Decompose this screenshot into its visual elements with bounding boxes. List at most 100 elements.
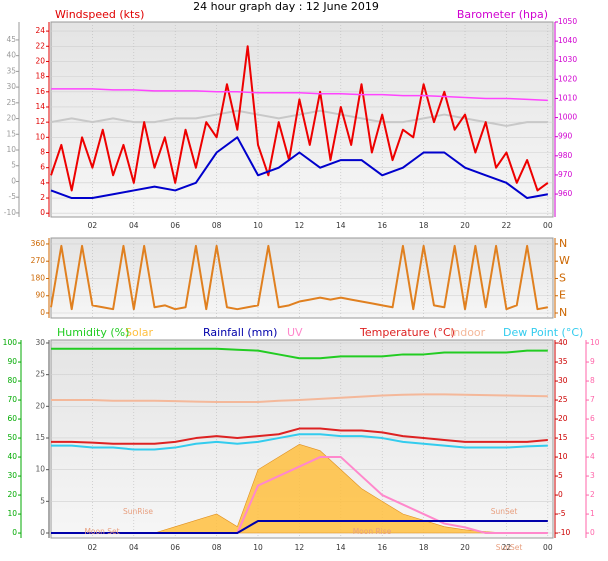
legend-label: Humidity (%) bbox=[57, 326, 129, 339]
y-tick-label: 16 bbox=[35, 87, 45, 96]
legend-label: Solar bbox=[125, 326, 154, 339]
x-tick-label: 16 bbox=[377, 543, 387, 552]
y-tick-label: 5 bbox=[40, 496, 45, 505]
y-tick-label: 70 bbox=[7, 395, 17, 404]
annotation: SunRise bbox=[123, 507, 153, 516]
legend-label: Temperature (°C) bbox=[359, 326, 455, 339]
y-tick-label: 1020 bbox=[558, 74, 577, 83]
x-tick-label: 06 bbox=[170, 543, 180, 552]
y-tick-label: 180 bbox=[31, 273, 46, 282]
x-tick-label: 22 bbox=[502, 221, 512, 230]
y-tick-label: 15 bbox=[558, 433, 568, 442]
y-tick-label: 18 bbox=[35, 72, 45, 81]
x-tick-label: 10 bbox=[253, 543, 263, 552]
x-tick-label: 20 bbox=[460, 221, 470, 230]
y-tick-label: 30 bbox=[6, 82, 16, 91]
annotation: SunSet bbox=[496, 543, 523, 552]
y-tick-label: -5 bbox=[558, 509, 566, 518]
legend-label: UV bbox=[287, 326, 303, 339]
chart-title: 24 hour graph day : 12 June 2019 bbox=[193, 0, 379, 13]
y-tick-label: 35 bbox=[558, 357, 568, 366]
y-tick-label: 7 bbox=[590, 395, 595, 404]
line bbox=[50, 136, 549, 200]
x-tick-label: 04 bbox=[129, 543, 139, 552]
y-tick-label: 0 bbox=[40, 528, 45, 537]
y-tick-label: 20 bbox=[558, 414, 568, 423]
y-tick-label: 20 bbox=[6, 114, 16, 123]
x-tick-label: 14 bbox=[336, 543, 346, 552]
y-tick-label: 6 bbox=[40, 163, 45, 172]
x-tick-label: 10 bbox=[253, 221, 263, 230]
y-tick-label: 1 bbox=[590, 509, 595, 518]
y-tick-label: 35 bbox=[6, 66, 16, 75]
y-tick-label: 1010 bbox=[558, 93, 577, 102]
line bbox=[51, 88, 548, 102]
y-tick-label: S bbox=[559, 271, 566, 284]
y-tick-label: 1000 bbox=[558, 113, 577, 122]
line bbox=[51, 519, 548, 534]
x-tick-label: 20 bbox=[460, 543, 470, 552]
plot-area bbox=[50, 237, 554, 319]
y-tick-label: W bbox=[559, 254, 570, 267]
y-tick-label: 1030 bbox=[558, 55, 577, 64]
y-tick-label: 30 bbox=[7, 471, 17, 480]
y-tick-label: 10 bbox=[590, 338, 600, 347]
y-tick-label: 10 bbox=[35, 132, 45, 141]
y-tick-label: 80 bbox=[7, 376, 17, 385]
y-tick-label: 2 bbox=[40, 193, 45, 202]
y-tick-label: 10 bbox=[558, 452, 568, 461]
annotation: Moon Rise bbox=[353, 527, 392, 536]
y-tick-label: N bbox=[559, 306, 567, 319]
legend-label: Indoor bbox=[450, 326, 486, 339]
y-tick-label: 30 bbox=[35, 338, 45, 347]
line bbox=[50, 244, 549, 311]
y-tick-label: 6 bbox=[590, 414, 595, 423]
y-tick-label: 0 bbox=[558, 490, 563, 499]
plot-area bbox=[50, 21, 554, 218]
y-tick-label: 40 bbox=[558, 338, 568, 347]
x-tick-label: 04 bbox=[129, 221, 139, 230]
y-tick-label: 50 bbox=[7, 433, 17, 442]
y-tick-label: N bbox=[559, 237, 567, 250]
x-tick-label: 00 bbox=[543, 221, 553, 230]
y-tick-label: 10 bbox=[7, 509, 17, 518]
x-tick-label: 16 bbox=[377, 221, 387, 230]
y-tick-label: 15 bbox=[35, 433, 45, 442]
y-tick-label: -5 bbox=[9, 192, 17, 201]
y-tick-label: 10 bbox=[6, 145, 16, 154]
y-tick-label: 90 bbox=[7, 357, 17, 366]
y-tick-label: 980 bbox=[558, 151, 573, 160]
y-tick-label: 8 bbox=[40, 148, 45, 157]
line bbox=[51, 347, 548, 360]
y-tick-label: 25 bbox=[558, 395, 568, 404]
y-tick-label: 20 bbox=[7, 490, 17, 499]
y-tick-label: 1040 bbox=[558, 36, 577, 45]
x-tick-label: 22 bbox=[502, 543, 512, 552]
y-tick-label: 100 bbox=[3, 338, 18, 347]
annotation: SunSet bbox=[491, 507, 518, 516]
x-tick-label: 08 bbox=[212, 221, 222, 230]
x-tick-label: 12 bbox=[295, 221, 305, 230]
legend-label: Dew Point (°C) bbox=[503, 326, 583, 339]
y-tick-label: 0 bbox=[590, 528, 595, 537]
y-tick-label: 3 bbox=[590, 471, 595, 480]
x-tick-label: 18 bbox=[419, 221, 429, 230]
y-tick-label: 90 bbox=[35, 291, 45, 300]
y-tick-label: 45 bbox=[6, 35, 16, 44]
y-tick-label: 5 bbox=[590, 433, 595, 442]
x-tick-label: 14 bbox=[336, 221, 346, 230]
y-tick-label: 40 bbox=[7, 452, 17, 461]
line bbox=[51, 393, 548, 403]
y-tick-label: -10 bbox=[558, 528, 570, 537]
x-tick-label: 00 bbox=[543, 543, 553, 552]
y-tick-label: 5 bbox=[11, 161, 16, 170]
y-tick-label: 4 bbox=[590, 452, 595, 461]
y-tick-label: 9 bbox=[590, 357, 595, 366]
y-tick-label: 20 bbox=[35, 401, 45, 410]
y-tick-label: -10 bbox=[4, 208, 16, 217]
line bbox=[51, 433, 548, 451]
line bbox=[50, 45, 549, 192]
y-tick-label: 14 bbox=[35, 102, 45, 111]
y-tick-label: 25 bbox=[6, 98, 16, 107]
